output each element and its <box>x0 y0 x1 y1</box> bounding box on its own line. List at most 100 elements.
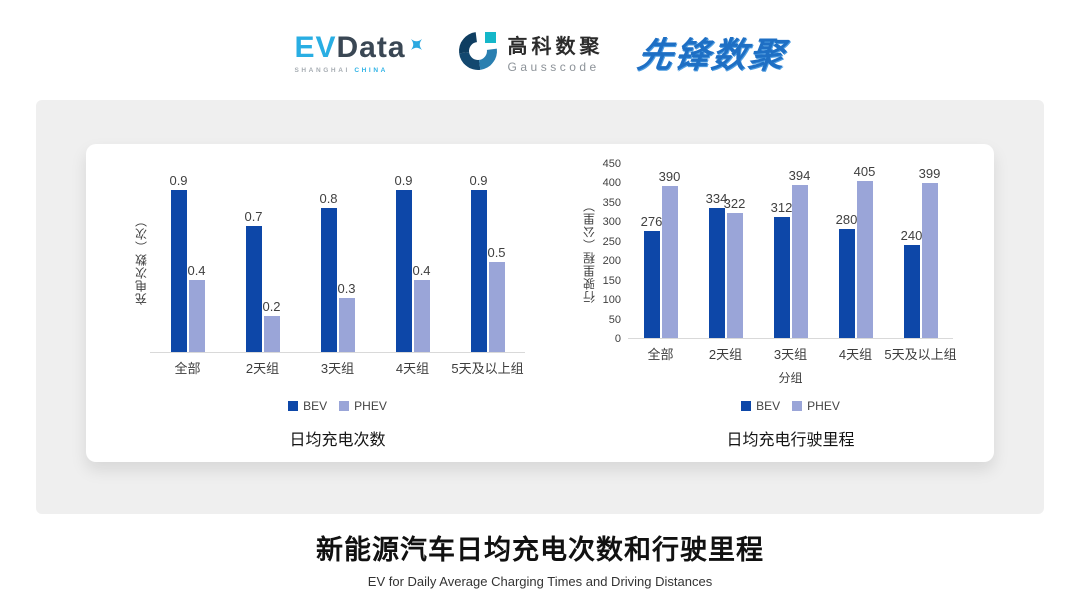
subtitle: EV for Daily Average Charging Times and … <box>367 574 713 589</box>
bar-value-label: 0.4 <box>412 263 431 279</box>
chart-daily-charging-times: 充电次数（次） 0.9 0.4 0.7 0.2 0.8 0.3 0.9 0.4 0.9 0.5 全… <box>108 164 546 456</box>
chart-panel: 充电次数（次） 0.9 0.4 0.7 0.2 0.8 0.3 0.9 0.4 0.9 0.5 全… <box>36 100 1044 514</box>
bar-bev: 280 <box>836 212 857 338</box>
category-label: 全部 <box>174 361 201 377</box>
gausscode-cn-text: 高科数聚 <box>507 36 604 58</box>
bar-value-label: 399 <box>918 165 941 181</box>
y-axis-tick-label: 250 <box>602 235 621 248</box>
evdata-subtext: SHANGHAI CHINA <box>294 67 387 74</box>
legend-item-bev: BEV <box>741 399 780 413</box>
legend-item-phev: PHEV <box>339 399 387 413</box>
y-axis-tick-label: 400 <box>602 177 621 190</box>
gausscode-en-text: Gausscode <box>507 60 600 74</box>
legend-swatch-bev <box>288 401 299 411</box>
bar-bev: 0.7 <box>244 209 263 353</box>
legend-item-phev: PHEV <box>792 399 840 413</box>
bar-group: 312 394 <box>771 168 810 338</box>
bar-phev: 0.4 <box>187 263 206 353</box>
x-axis-label: 分组 <box>778 371 803 385</box>
bar-bev: 312 <box>771 200 792 338</box>
bar-group: 0.9 0.5 <box>469 173 506 353</box>
bar-group: 276 390 <box>640 169 680 338</box>
y-axis-label: 行驶里程（公里） <box>582 199 597 304</box>
bar-group: 240 399 <box>901 166 940 338</box>
bar-group: 0.7 0.2 <box>244 209 281 353</box>
logo-header: EV Data SHANGHAI CHINA 高科数聚 Gausscode 先锋数… <box>0 16 1080 88</box>
bar-value-label: 334 <box>705 191 728 207</box>
x-axis-label <box>150 383 525 399</box>
y-axis-tick-label: 100 <box>602 294 621 307</box>
bar-value-label: 0.5 <box>487 245 506 261</box>
plot-area: 276 390 334 322 312 394 280 405 240 399 <box>628 164 953 339</box>
category-label: 4天组 <box>838 347 873 362</box>
bar-bev: 0.8 <box>319 191 338 353</box>
evdata-sub-shanghai: SHANGHAI <box>294 66 350 74</box>
pioneer-logo: 先锋数聚 <box>634 35 788 75</box>
bar-value-label: 312 <box>770 199 793 215</box>
legend-label: PHEV <box>807 399 840 413</box>
bar-value-label: 0.7 <box>244 209 263 225</box>
evdata-star-icon <box>408 27 425 61</box>
y-axis-tick-label: 300 <box>602 216 621 229</box>
category-label: 3天组 <box>320 361 355 377</box>
bar-phev: 405 <box>854 164 875 338</box>
evdata-sub-china: CHINA <box>354 66 388 74</box>
bar-value-label: 0.4 <box>187 263 206 279</box>
plot-column: 0.9 0.4 0.7 0.2 0.8 0.3 0.9 0.4 0.9 0.5 全部 2天组 3天组 4… <box>150 164 525 456</box>
legend-swatch-phev <box>792 401 803 411</box>
legend-swatch-bev <box>741 401 752 411</box>
category-label: 3天组 <box>773 347 808 362</box>
bar-value-label: 0.9 <box>469 173 488 189</box>
bar-phev: 390 <box>659 169 680 338</box>
category-label: 2天组 <box>708 347 743 362</box>
category-label: 4天组 <box>395 361 430 377</box>
category-label: 5天及以上组 <box>451 361 524 377</box>
bar-value-label: 405 <box>853 163 876 179</box>
bar-value-label: 276 <box>640 213 663 229</box>
bar-phev: 0.2 <box>262 299 281 353</box>
chart-title: 日均充电行驶里程 <box>726 432 855 449</box>
evdata-ev-text: EV <box>294 30 337 64</box>
main-title: 新能源汽车日均充电次数和行驶里程 <box>316 535 764 565</box>
bar-phev: 399 <box>919 166 940 338</box>
category-label: 2天组 <box>245 361 280 377</box>
bar-group: 280 405 <box>836 164 875 338</box>
bar-phev: 322 <box>724 196 745 338</box>
bar-value-label: 0.8 <box>319 191 338 207</box>
category-label: 全部 <box>647 347 674 362</box>
legend: BEV PHEV <box>628 399 953 413</box>
evdata-data-text: Data <box>336 30 406 64</box>
bar-value-label: 240 <box>900 227 923 243</box>
bar-bev: 0.9 <box>469 173 488 353</box>
y-axis-tick-label: 200 <box>602 255 621 268</box>
x-axis-category-labels: 全部 2天组 3天组 4天组 5天及以上组 <box>628 344 957 363</box>
category-label: 5天及以上组 <box>884 347 957 362</box>
plot-column: 276 390 334 322 312 394 280 405 240 399 全部 2天组 3天组 4… <box>628 164 957 456</box>
legend-item-bev: BEV <box>288 399 327 413</box>
bar-value-label: 0.3 <box>337 281 356 297</box>
evdata-logo: EV Data SHANGHAI CHINA <box>294 31 424 74</box>
bar-value-label: 0.2 <box>262 299 281 315</box>
x-axis-category-labels: 全部 2天组 3天组 4天组 5天及以上组 <box>150 358 525 377</box>
gausscode-logo: 高科数聚 Gausscode <box>450 24 604 78</box>
bar-group: 0.9 0.4 <box>169 173 206 353</box>
chart-daily-driving-distance: 行驶里程（公里） 0 50 100 150 200 250 300 350 400 450 276… <box>552 158 972 456</box>
bar-value-label: 322 <box>723 195 746 211</box>
y-axis-tick-label: 0 <box>614 333 621 345</box>
bar-value-label: 394 <box>788 167 811 183</box>
legend-label: BEV <box>756 399 781 413</box>
caption-block: 新能源汽车日均充电次数和行驶里程 EV for Daily Average Ch… <box>0 528 1080 589</box>
charts-card: 充电次数（次） 0.9 0.4 0.7 0.2 0.8 0.3 0.9 0.4 0.9 0.5 全… <box>86 144 994 462</box>
gausscode-square-accent <box>484 32 496 43</box>
bar-bev: 0.9 <box>169 173 188 353</box>
bar-bev: 240 <box>901 228 922 338</box>
bar-phev: 394 <box>789 168 810 338</box>
y-axis-tick-label: 350 <box>602 196 621 209</box>
bar-value-label: 0.9 <box>169 173 188 189</box>
y-axis-label: 充电次数（次） <box>134 214 149 306</box>
chart-title: 日均充电次数 <box>289 432 386 449</box>
bar-phev: 0.3 <box>337 281 356 353</box>
legend-swatch-phev <box>339 401 350 411</box>
bar-group: 0.9 0.4 <box>394 173 431 353</box>
bar-phev: 0.4 <box>412 263 431 353</box>
